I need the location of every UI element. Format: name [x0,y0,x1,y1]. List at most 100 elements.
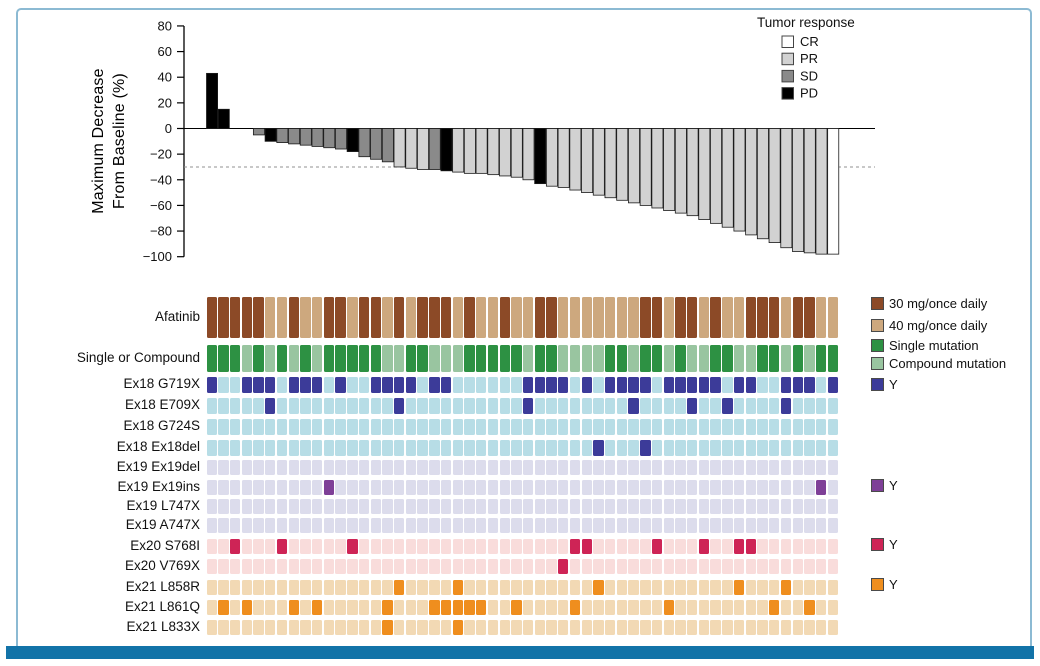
matrix-cell [476,419,487,435]
matrix-cell [382,345,393,372]
matrix-cell [382,297,393,338]
matrix-cell [616,620,628,635]
matrix-cell [323,580,335,595]
matrix-cell [499,398,510,414]
matrix-cell [476,345,487,372]
matrix-cell [780,480,792,495]
matrix-legend-swatch [871,357,884,370]
matrix-cell [382,600,393,615]
matrix-cell [323,419,335,435]
matrix-cell [522,398,534,414]
waterfall-bar-sd [358,128,371,158]
matrix-cell [569,419,581,435]
matrix-cell [745,580,756,595]
matrix-cell [323,480,335,495]
matrix-cell [745,377,756,393]
matrix-cell [558,620,569,635]
matrix-cell [429,419,440,435]
matrix-cell [815,620,827,635]
matrix-cell [675,419,686,435]
matrix-cell [206,499,217,514]
matrix-cell [382,398,393,414]
matrix-cell [311,499,323,514]
matrix-cell [604,620,616,635]
matrix-cell [370,499,381,514]
matrix-cell [276,440,288,456]
waterfall-bar-pr [510,128,523,178]
matrix-cell [804,398,815,414]
matrix-cell [581,419,592,435]
waterfall-bar-pr [557,128,570,188]
matrix-cell [335,419,346,435]
matrix-cell [745,600,756,615]
matrix-cell [464,620,475,635]
waterfall-bar-pr [733,128,746,232]
matrix-cell [511,419,522,435]
matrix-cell [265,440,276,456]
waterfall-bar-pr [698,128,711,220]
matrix-cell [558,480,569,495]
matrix-cell [300,580,311,595]
matrix-cell [417,499,428,514]
matrix-cell [569,559,581,574]
matrix-cell [522,600,534,615]
matrix-cell [241,539,253,554]
matrix-cell [593,518,604,533]
matrix-cell [804,345,815,372]
matrix-cell [780,559,792,574]
matrix-cell [206,419,217,435]
matrix-cell [663,580,674,595]
matrix-cell [429,620,440,635]
matrix-cell [487,377,499,393]
matrix-cell [347,377,358,393]
matrix-cell [804,600,815,615]
y-axis: 80 60 40 20 0 −20 −40 −60 −80 −100 [143,18,875,264]
y-axis-tick-label: 20 [158,95,172,110]
matrix-cell [288,377,299,393]
y-axis-title-line1: Maximum Decrease [90,68,107,214]
matrix-cell [511,499,522,514]
matrix-cell [792,419,803,435]
matrix-cell [593,297,604,338]
matrix-cell [358,460,370,475]
matrix-cell [522,297,534,338]
matrix-cell [487,460,499,475]
matrix-cell [546,345,557,372]
matrix-cell [405,480,417,495]
legend-swatch-sd [781,69,794,83]
matrix-cell [229,580,241,595]
waterfall-bar-pr [663,128,676,211]
matrix-cell [452,419,463,435]
matrix-cell [370,297,381,338]
row-label-ex20-s768i: Ex20 S768I [130,537,200,553]
matrix-cell [546,460,557,475]
matrix-cell [229,499,241,514]
matrix-cell [698,620,710,635]
matrix-cell [769,440,780,456]
matrix-cell [569,440,581,456]
matrix-cell [710,559,721,574]
matrix-cell [464,600,475,615]
matrix-cell [429,480,440,495]
matrix-cell [429,398,440,414]
matrix-cell [569,460,581,475]
matrix-cell [792,518,803,533]
matrix-cell [733,539,745,554]
matrix-cell [511,559,522,574]
matrix-cell [300,460,311,475]
matrix-cell [745,398,756,414]
matrix-cell [440,440,452,456]
matrix-cell [241,559,253,574]
matrix-cell [464,419,475,435]
matrix-cell [417,518,428,533]
matrix-cell [663,377,674,393]
matrix-cell [546,539,557,554]
matrix-cell [804,297,815,338]
matrix-cell [370,440,381,456]
matrix-cell [229,345,241,372]
matrix-cell [347,440,358,456]
matrix-cell [499,518,510,533]
matrix-cell [640,345,651,372]
matrix-cell [769,499,780,514]
waterfall-bar-pr [581,128,594,193]
